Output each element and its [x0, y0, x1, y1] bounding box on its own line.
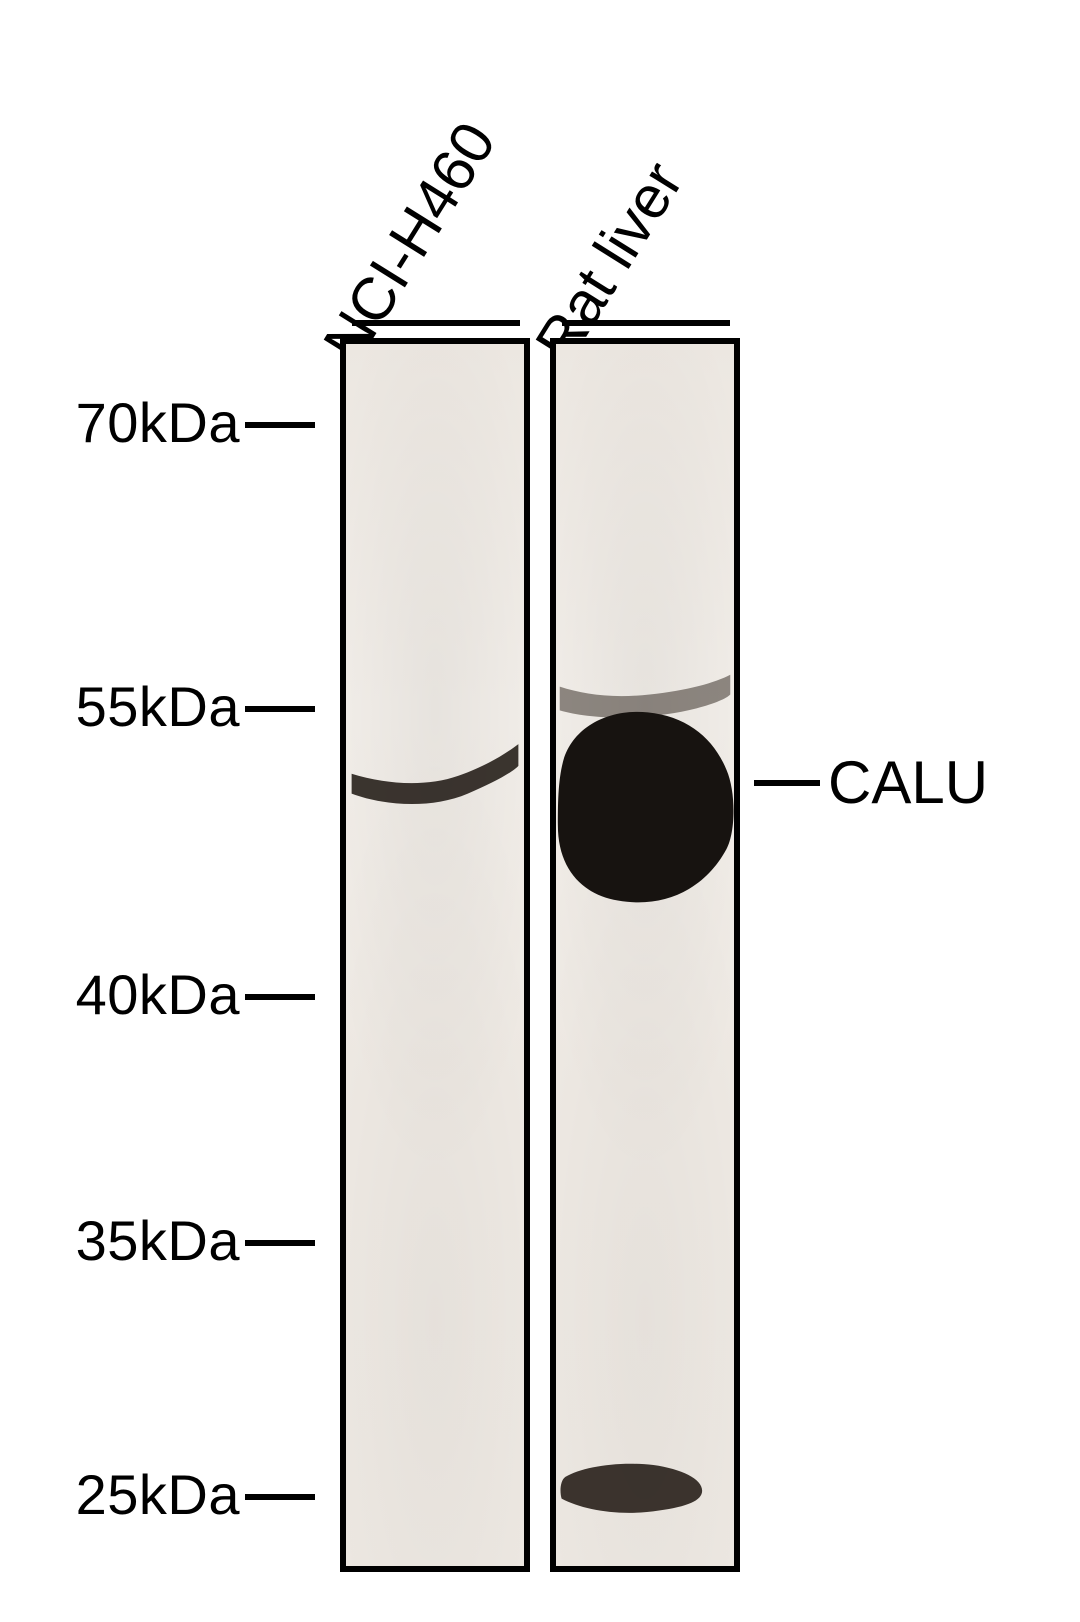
marker-25kda-tick	[245, 1494, 315, 1500]
marker-55kda-tick	[245, 706, 315, 712]
marker-35kda-tick	[245, 1240, 315, 1246]
western-blot-figure: 70kDa 55kDa 40kDa 35kDa 25kDa NCI-H460 R…	[0, 0, 1080, 1622]
lane2-calu-blob	[558, 712, 734, 902]
marker-55kda-label: 55kDa	[30, 674, 240, 739]
marker-70kda-tick	[245, 422, 315, 428]
marker-40kda-label: 40kDa	[30, 962, 240, 1027]
target-tick	[754, 780, 820, 786]
marker-35kda-label: 35kDa	[30, 1208, 240, 1273]
lane2-25kda-band	[561, 1464, 703, 1513]
marker-25kda-label: 25kDa	[30, 1462, 240, 1527]
lane2-bands	[556, 344, 734, 1566]
lane1	[340, 338, 530, 1572]
marker-40kda-tick	[245, 994, 315, 1000]
lane1-bands	[346, 344, 524, 1566]
marker-70kda-label: 70kDa	[30, 390, 240, 455]
lane2	[550, 338, 740, 1572]
lane1-calu-band	[352, 744, 519, 804]
target-label: CALU	[828, 748, 988, 817]
lane1-header: NCI-H460	[309, 110, 509, 373]
lane2-upper-faint-band	[560, 675, 731, 718]
